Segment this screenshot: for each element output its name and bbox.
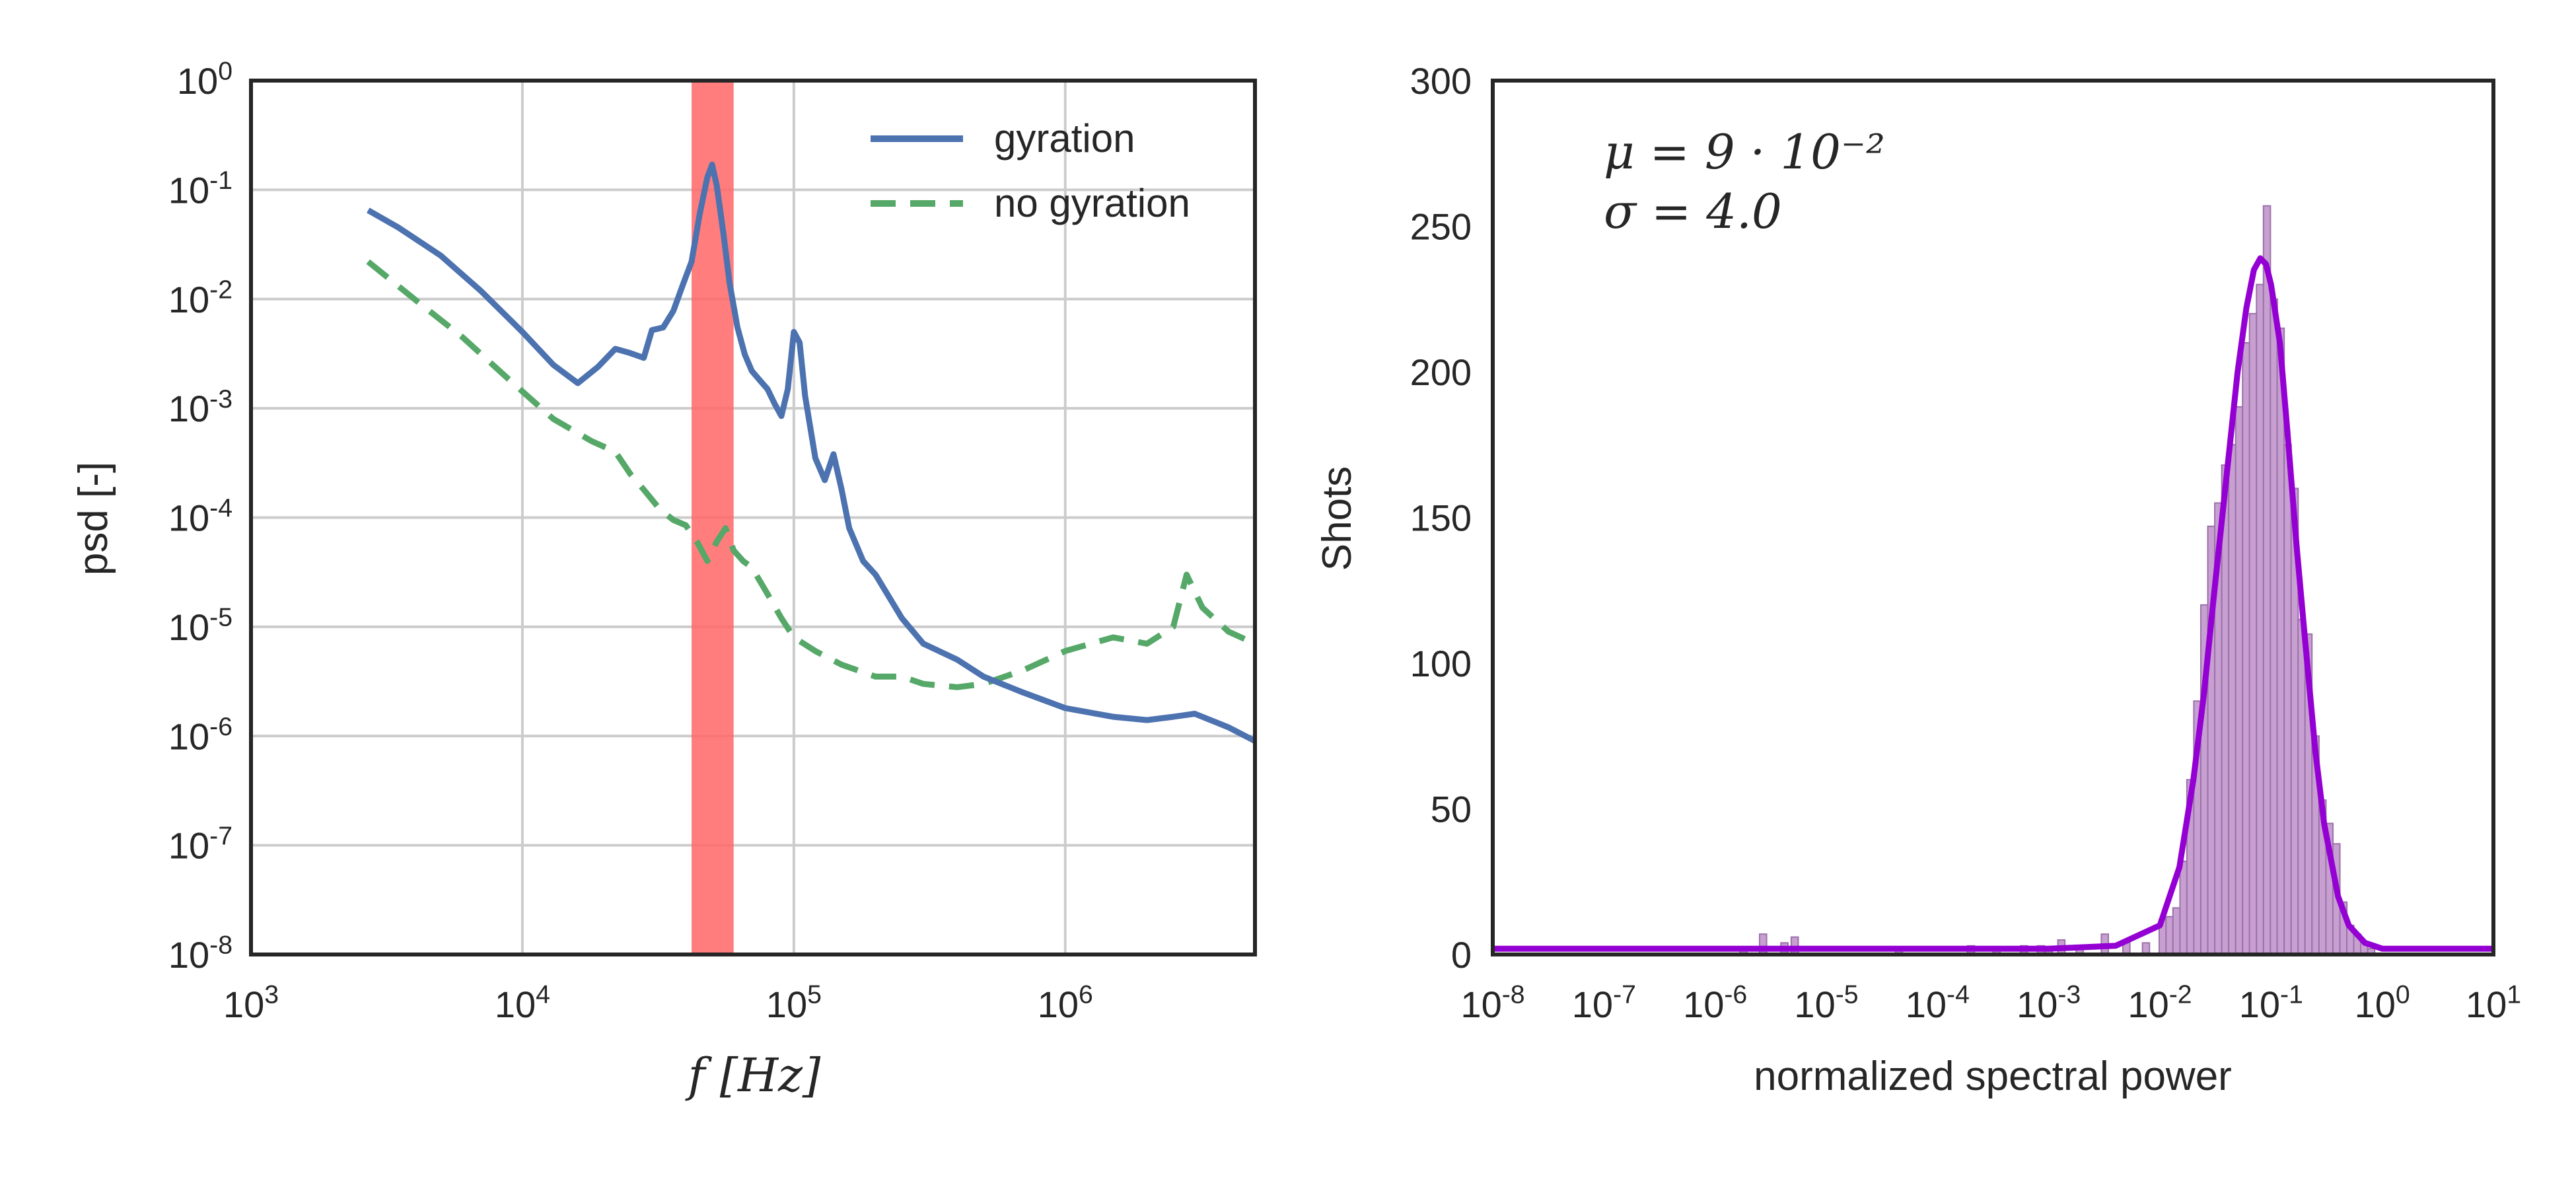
histogram-bar [2262, 205, 2272, 955]
histogram-bar [2270, 298, 2278, 955]
fit-curve-group [1493, 255, 2493, 952]
histogram-plot-frame [1491, 79, 2495, 956]
histogram-y-tick-label: 250 [1410, 206, 1472, 248]
histogram-x-tick-label: 10-4 [1906, 981, 1970, 1025]
psd-x-tick-label: 103 [223, 981, 279, 1025]
histogram-y-tick-labels: 0 50 100 150 200 250 300 [1410, 60, 1472, 976]
histogram-bar [2367, 948, 2376, 955]
histogram-x-tick-labels: 10-8 10-7 10-6 10-5 10-4 10-3 10-2 10-1 100 101 [1460, 981, 2521, 1025]
psd-y-tick-label: 100 [177, 57, 233, 102]
histogram-y-tick-label: 200 [1410, 351, 1472, 393]
histogram-x-tick-label: 10-2 [2128, 981, 2192, 1025]
histogram-x-axis-label: normalized spectral power [1754, 1054, 2232, 1099]
histogram-bar [2179, 860, 2188, 955]
histogram-bar [2235, 406, 2244, 955]
psd-y-tick-label: 10-2 [168, 275, 233, 320]
histogram-y-axis-label: Shots [1314, 466, 1360, 571]
histogram-x-tick-label: 10-1 [2239, 981, 2303, 1025]
histogram-y-tick-label: 50 [1431, 789, 1472, 830]
histogram-bar [2228, 444, 2236, 955]
histogram-bar [1758, 933, 1768, 955]
annotation-mu: μ = 9 · 10⁻² [1604, 124, 1885, 180]
psd-x-tick-label: 104 [495, 981, 550, 1025]
psd-y-tick-label: 10-1 [168, 166, 233, 211]
psd-y-tick-label: 10-3 [168, 385, 233, 429]
psd-y-tick-label: 10-8 [168, 931, 233, 976]
histogram-bar [2248, 312, 2258, 955]
legend-label-no-gyration: no gyration [994, 181, 1190, 225]
histogram-y-tick-label: 150 [1410, 497, 1472, 539]
histogram-x-tick-label: 10-5 [1794, 981, 1858, 1025]
psd-x-tick-labels: 103 104 105 106 [223, 981, 1093, 1025]
histogram-bar [2165, 916, 2174, 955]
histogram-x-tick-label: 10-8 [1460, 981, 1524, 1025]
histogram-x-tick-label: 100 [2355, 981, 2410, 1025]
histogram-bar [2172, 907, 2181, 955]
lognormal-fit-curve [1493, 255, 2493, 952]
histogram-bar [2242, 342, 2250, 955]
psd-y-tick-label: 10-6 [168, 713, 233, 757]
psd-y-axis-label: psd [-] [71, 462, 116, 575]
histogram-bars [1739, 205, 2376, 955]
psd-y-tick-label: 10-4 [168, 494, 233, 538]
histogram-y-tick-label: 100 [1410, 643, 1472, 684]
series-line-gyration [367, 161, 1255, 744]
histogram-chart: 10-8 10-7 10-6 10-5 10-4 10-3 10-2 10-1 100 101 0… [1314, 60, 2521, 1099]
legend-label-gyration: gyration [994, 116, 1135, 161]
psd-x-tick-label: 106 [1038, 981, 1093, 1025]
series-line-no-gyration [366, 259, 1255, 690]
histogram-x-tick-label: 101 [2466, 981, 2521, 1025]
histogram-x-tick-label: 10-3 [2017, 981, 2081, 1025]
histogram-y-tick-label: 0 [1451, 934, 1472, 976]
histogram-bar [2276, 327, 2285, 955]
histogram-bar [2256, 283, 2264, 955]
psd-series [366, 161, 1255, 744]
histogram-x-tick-label: 10-6 [1683, 981, 1747, 1025]
psd-y-tick-label: 10-5 [168, 604, 233, 648]
psd-x-tick-label: 105 [766, 981, 822, 1025]
histogram-bar [2297, 618, 2306, 955]
psd-y-tick-labels: 100 10-1 10-2 10-3 10-4 10-5 10-6 10-7 10-8 [168, 57, 233, 976]
psd-y-tick-label: 10-7 [168, 822, 233, 866]
psd-chart: 103 104 105 106 100 10-1 10-2 10-3 10-4 10-5 10-6… [71, 57, 1257, 1102]
histogram-y-tick-label: 300 [1410, 60, 1472, 102]
annotation-sigma: σ = 4.0 [1604, 184, 1782, 239]
histogram-bar [2283, 444, 2292, 955]
histogram-x-tick-label: 10-7 [1572, 981, 1636, 1025]
psd-x-axis-label: f [Hz] [685, 1048, 821, 1102]
psd-plot-frame [249, 79, 1257, 956]
psd-legend: gyration no gyration [871, 116, 1190, 225]
